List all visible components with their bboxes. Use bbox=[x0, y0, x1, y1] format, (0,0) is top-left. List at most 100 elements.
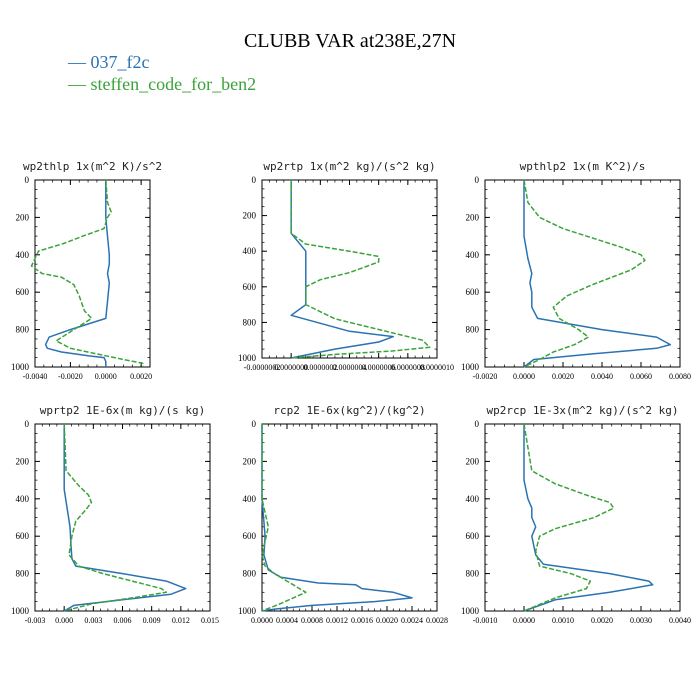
series-line-037-f2c bbox=[63, 424, 187, 612]
x-tick-label: 0.0000 bbox=[513, 372, 535, 381]
y-tick-label: 600 bbox=[243, 531, 257, 541]
y-tick-label: 200 bbox=[243, 211, 257, 221]
y-tick-label: 200 bbox=[16, 456, 30, 466]
y-tick-label: 400 bbox=[466, 250, 480, 260]
series-line-steffen-code bbox=[30, 179, 144, 367]
panel-2: wp2rtp 1x(m^2 kg)/(s^2 kg) 0 200 400 600 800 1… bbox=[238, 160, 454, 372]
figure-title: CLUBB VAR at238E,27N bbox=[243, 30, 457, 52]
x-tick-label: 0.0024 bbox=[401, 616, 423, 625]
x-tick-label: -0.0020 bbox=[473, 372, 498, 381]
x-tick-label: 0.0080 bbox=[669, 372, 691, 381]
x-tick-label: -0.0020 bbox=[58, 372, 83, 381]
plot-frame bbox=[34, 423, 211, 612]
series-line-037-f2c bbox=[261, 424, 413, 612]
y-tick-label: 1000 bbox=[238, 353, 257, 363]
x-tick-label: -0.003 bbox=[25, 616, 46, 625]
x-tick-label: 0.0000 bbox=[513, 616, 535, 625]
x-tick-label: 0.0012 bbox=[326, 616, 348, 625]
y-tick-label: 200 bbox=[243, 456, 257, 466]
y-tick-label: 0 bbox=[475, 175, 480, 185]
x-tick-label: 0.006 bbox=[114, 616, 132, 625]
y-tick-label: 600 bbox=[243, 282, 257, 292]
panel-title: wpthlp2 1x(m K^2)/s bbox=[520, 160, 646, 173]
x-tick-label: -0.0010 bbox=[473, 616, 498, 625]
series-line-steffen-code bbox=[523, 423, 615, 612]
y-tick-label: 0 bbox=[25, 419, 30, 429]
x-tick-label: -0.0000002 bbox=[244, 363, 281, 372]
series-line-steffen-code bbox=[290, 180, 431, 359]
y-tick-label: 400 bbox=[243, 246, 257, 256]
y-tick-label: 1000 bbox=[11, 362, 30, 372]
x-tick-label: 0.0040 bbox=[669, 616, 691, 625]
x-tick-label: 0.012 bbox=[172, 616, 190, 625]
panel-1: wp2thlp 1x(m^2 K)/s^202004006008001000-0… bbox=[11, 160, 162, 381]
x-tick-label: 0.0010 bbox=[552, 616, 574, 625]
x-tick-label: 0.0028 bbox=[426, 616, 448, 625]
series-line-037-f2c bbox=[523, 424, 654, 612]
panel-4: wprtp2 1E-6x(m kg)/(s kg) 0 200 400 600 800 10… bbox=[11, 404, 219, 625]
series-line-steffen-code bbox=[261, 424, 307, 612]
panel-title: wprtp2 1E-6x(m kg)/(s kg) bbox=[40, 404, 206, 417]
x-tick-label: 0.0020 bbox=[376, 616, 398, 625]
x-tick-label: -0.0040 bbox=[23, 372, 48, 381]
x-tick-label: 0.0060 bbox=[630, 372, 652, 381]
x-tick-label: 0.0000008 bbox=[391, 363, 425, 372]
legend-entry-037-f2c: — 037_f2c bbox=[68, 52, 150, 72]
plot-frame bbox=[484, 179, 681, 368]
y-tick-label: 800 bbox=[243, 569, 257, 579]
x-tick-label: 0.0004 bbox=[276, 616, 298, 625]
plot-frame bbox=[261, 423, 438, 612]
y-tick-label: 400 bbox=[16, 494, 30, 504]
y-tick-label: 600 bbox=[16, 531, 30, 541]
series-line-steffen-code bbox=[523, 179, 646, 368]
y-tick-label: 800 bbox=[16, 325, 30, 335]
x-tick-label: 0.0020 bbox=[591, 616, 613, 625]
panel-title: wp2rcp 1E-3x(m^2 kg)/(s^2 kg) bbox=[486, 404, 678, 417]
y-tick-label: 1000 bbox=[11, 606, 30, 616]
panel-title: wp2thlp 1x(m^2 K)/s^2 bbox=[23, 160, 162, 173]
series-line-037-f2c bbox=[523, 180, 672, 368]
x-tick-label: 0.0040 bbox=[591, 372, 613, 381]
y-tick-label: 1000 bbox=[461, 362, 480, 372]
y-tick-label: 0 bbox=[252, 175, 257, 185]
x-tick-label: 0.0008 bbox=[301, 616, 323, 625]
x-tick-label: 0.000 bbox=[55, 616, 73, 625]
y-tick-label: 200 bbox=[466, 212, 480, 222]
x-tick-label: 0.015 bbox=[201, 616, 219, 625]
panel-5: rcp2 1E-6x(kg^2)/(kg^2) 0 200 400 600 800 1000… bbox=[238, 404, 448, 625]
y-tick-label: 0 bbox=[252, 419, 257, 429]
series-line-steffen-code bbox=[63, 423, 168, 612]
y-tick-label: 400 bbox=[243, 494, 257, 504]
x-tick-label: 0.0000010 bbox=[420, 363, 454, 372]
panel-3: wpthlp2 1x(m K^2)/s 0 200 400 600 800 1000-0.0… bbox=[461, 160, 691, 381]
y-tick-label: 1000 bbox=[238, 606, 257, 616]
y-tick-label: 0 bbox=[475, 419, 480, 429]
panel-title: wp2rtp 1x(m^2 kg)/(s^2 kg) bbox=[263, 160, 435, 173]
y-tick-label: 400 bbox=[16, 250, 30, 260]
x-tick-label: 0.0016 bbox=[351, 616, 373, 625]
series-line-037-f2c bbox=[44, 180, 111, 367]
series-line-037-f2c bbox=[290, 180, 395, 359]
x-tick-label: 0.0000 bbox=[95, 372, 117, 381]
y-tick-label: 400 bbox=[466, 494, 480, 504]
panel-title: rcp2 1E-6x(kg^2)/(kg^2) bbox=[273, 404, 425, 417]
x-tick-label: 0.0000004 bbox=[333, 363, 367, 372]
x-tick-label: 0.003 bbox=[84, 616, 102, 625]
x-tick-label: 0.0000002 bbox=[303, 363, 337, 372]
x-tick-label: 0.0030 bbox=[630, 616, 652, 625]
y-tick-label: 800 bbox=[16, 569, 30, 579]
x-tick-label: 0.0000000 bbox=[274, 363, 308, 372]
y-tick-label: 800 bbox=[466, 325, 480, 335]
y-tick-label: 600 bbox=[466, 287, 480, 297]
y-tick-label: 0 bbox=[25, 175, 30, 185]
y-tick-label: 800 bbox=[243, 317, 257, 327]
y-tick-label: 200 bbox=[16, 212, 30, 222]
y-tick-label: 800 bbox=[466, 569, 480, 579]
x-tick-label: 0.0020 bbox=[130, 372, 152, 381]
plot-frame bbox=[34, 179, 151, 368]
y-tick-label: 600 bbox=[466, 531, 480, 541]
y-tick-label: 200 bbox=[466, 456, 480, 466]
x-tick-label: 0.0000 bbox=[251, 616, 273, 625]
panel-6: wp2rcp 1E-3x(m^2 kg)/(s^2 kg) 0 200 400 600 8… bbox=[461, 404, 691, 625]
